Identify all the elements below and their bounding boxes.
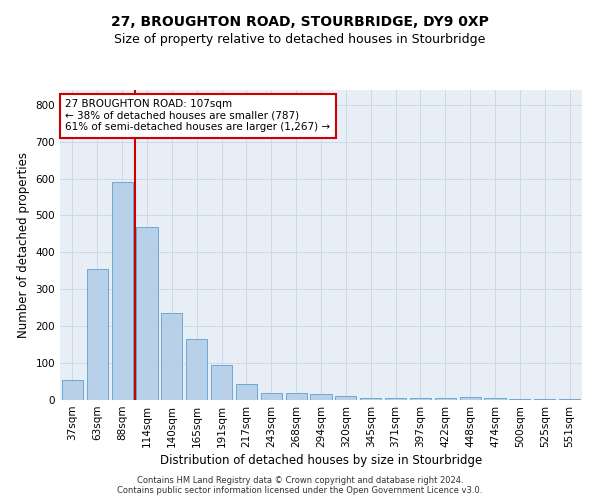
Bar <box>136 226 158 400</box>
Bar <box>62 380 83 400</box>
Y-axis label: Number of detached properties: Number of detached properties <box>17 152 30 338</box>
Bar <box>286 392 307 400</box>
Bar <box>310 394 332 400</box>
Text: Contains HM Land Registry data © Crown copyright and database right 2024.
Contai: Contains HM Land Registry data © Crown c… <box>118 476 482 495</box>
Bar <box>460 397 481 400</box>
X-axis label: Distribution of detached houses by size in Stourbridge: Distribution of detached houses by size … <box>160 454 482 467</box>
Text: 27, BROUGHTON ROAD, STOURBRIDGE, DY9 0XP: 27, BROUGHTON ROAD, STOURBRIDGE, DY9 0XP <box>111 15 489 29</box>
Bar <box>261 392 282 400</box>
Text: 27 BROUGHTON ROAD: 107sqm
← 38% of detached houses are smaller (787)
61% of semi: 27 BROUGHTON ROAD: 107sqm ← 38% of detac… <box>65 100 331 132</box>
Bar <box>435 398 456 400</box>
Bar <box>360 398 381 400</box>
Bar <box>509 399 530 400</box>
Bar <box>87 269 108 400</box>
Bar <box>161 312 182 400</box>
Bar <box>385 398 406 400</box>
Bar <box>112 182 133 400</box>
Bar <box>211 365 232 400</box>
Bar <box>559 399 580 400</box>
Text: Size of property relative to detached houses in Stourbridge: Size of property relative to detached ho… <box>115 32 485 46</box>
Bar <box>410 398 431 400</box>
Bar <box>335 396 356 400</box>
Bar <box>484 398 506 400</box>
Bar <box>186 339 207 400</box>
Bar <box>534 399 555 400</box>
Bar <box>236 384 257 400</box>
